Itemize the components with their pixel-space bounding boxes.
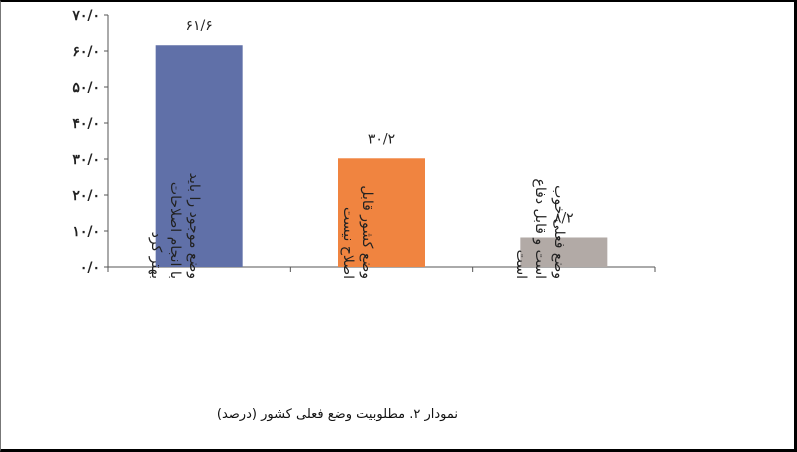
y-tick-label: ۷۰/۰ — [71, 8, 100, 24]
y-tick-label: ۵۰/۰ — [72, 80, 100, 96]
y-tick-label: ۲۰/۰ — [72, 188, 100, 204]
y-tick-label: ۰/۰ — [80, 260, 100, 276]
bar — [338, 158, 425, 267]
bar — [520, 237, 608, 267]
category-label-line: وضع موجود را باید — [186, 173, 202, 279]
data-label: ۸/۲ — [554, 210, 574, 226]
y-tick-label: ۶۰/۰ — [72, 44, 100, 60]
category-label-line: وضع کشور قابل — [359, 185, 375, 279]
bars — [155, 45, 608, 267]
category-label-line: وضع فعلی خوب — [551, 185, 567, 279]
y-tick-label: ۳۰/۰ — [72, 152, 100, 168]
data-label: ۳۰/۲ — [368, 131, 395, 147]
y-axis: ۰/۰ ۱۰/۰ ۲۰/۰ ۳۰/۰ ۴۰/۰ ۵۰/۰ ۶۰/۰ ۷۰/۰ — [71, 8, 109, 276]
bar — [155, 45, 243, 267]
category-label-line: اصلاح نیست — [340, 207, 356, 279]
category-label-line: با انجام اصلاحات — [167, 182, 183, 279]
y-tick-label: ۴۰/۰ — [72, 116, 100, 132]
data-label: ۶۱/۶ — [186, 18, 213, 34]
y-tick-label: ۱۰/۰ — [72, 224, 100, 240]
category-label-line: است — [513, 250, 529, 279]
chart-caption: نمودار ۲. مطلوبیت وضع فعلی کشور (درصد) — [216, 407, 458, 422]
value-labels: ۶۱/۶ ۳۰/۲ ۸/۲ — [186, 18, 574, 226]
category-label-line: بهتر کرد — [148, 232, 164, 279]
category-label-line: است و قابل دفاع — [532, 179, 548, 279]
